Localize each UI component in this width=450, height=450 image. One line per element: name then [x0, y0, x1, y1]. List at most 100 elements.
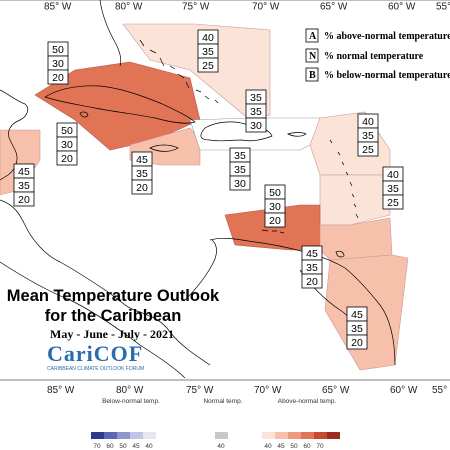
probability-cell — [245, 117, 267, 133]
lon-label-top: 70° W — [252, 1, 280, 12]
probability-box-guianas: 45 35 20 — [346, 306, 368, 350]
probability-value-b: 25 — [387, 197, 399, 209]
colorbar: Below-normal temp. Normal temp. Above-no… — [91, 398, 340, 450]
probability-value-n: 35 — [234, 164, 246, 176]
probability-value-a: 35 — [250, 92, 262, 104]
probability-box-bahamas: 40 35 25 — [197, 29, 219, 73]
probability-box-abc-islands: 50 30 20 — [264, 184, 286, 228]
coast-colombia — [184, 239, 217, 301]
coast-jamaica — [149, 144, 179, 152]
lon-label-top: 85° W — [44, 1, 72, 12]
probability-cell — [13, 191, 35, 207]
key-letter: B — [309, 70, 316, 81]
probability-cell — [301, 273, 323, 289]
probability-value-a: 50 — [269, 187, 281, 199]
title-period: May - June - July - 2021 — [50, 327, 174, 341]
key-letter: N — [309, 51, 317, 62]
probability-value-b: 30 — [234, 178, 246, 190]
probability-value-n: 35 — [136, 168, 148, 180]
probability-value-b: 20 — [306, 276, 318, 288]
lon-label-top: 60° W — [388, 1, 416, 12]
probability-cell — [357, 141, 379, 157]
lon-label-bottom: 60° W — [390, 385, 418, 396]
probability-value-n: 35 — [250, 106, 262, 118]
coast-central-america-2 — [0, 261, 186, 379]
colorbar-below-swatch — [104, 432, 117, 439]
key-letter: A — [309, 31, 317, 42]
probability-value-a: 45 — [18, 166, 30, 178]
probability-value-a: 45 — [351, 309, 363, 321]
colorbar-below-swatch — [91, 432, 104, 439]
probability-value-a: 40 — [387, 169, 399, 181]
probability-value-b: 25 — [362, 144, 374, 156]
probability-cell — [346, 334, 368, 350]
colorbar-above-tick: 50 — [290, 443, 298, 450]
probability-box-belize: 45 35 20 — [13, 163, 35, 207]
probability-value-n: 30 — [61, 139, 73, 151]
lon-label-top: 65° W — [320, 1, 348, 12]
colorbar-below-swatch — [143, 432, 156, 439]
probability-cell — [197, 57, 219, 73]
probability-box-cuba: 50 30 20 — [47, 41, 69, 85]
colorbar-below-tick: 70 — [93, 443, 101, 450]
lon-label-bottom: 70° W — [254, 385, 282, 396]
colorbar-normal-label: Normal temp. — [203, 398, 242, 405]
colorbar-below-swatch — [130, 432, 143, 439]
colorbar-below-label: Below-normal temp. — [102, 398, 160, 405]
probability-value-n: 35 — [202, 46, 214, 58]
coast-bahamas — [139, 39, 219, 104]
colorbar-below-swatch — [117, 432, 130, 439]
colorbar-above-tick: 60 — [303, 443, 311, 450]
probability-cell — [382, 194, 404, 210]
key-text: % above-normal temperature — [324, 31, 450, 42]
colorbar-below-tick: 60 — [106, 443, 114, 450]
coast-central-america — [0, 199, 211, 366]
colorbar-ticks: 70 60 50 45 40 40 40 45 50 60 70 — [93, 443, 324, 450]
coast-isle-of-youth — [79, 111, 89, 118]
probability-value-b: 20 — [18, 194, 30, 206]
key-text: % normal temperature — [324, 51, 424, 62]
probability-value-a: 45 — [136, 154, 148, 166]
probability-value-b: 25 — [202, 60, 214, 72]
colorbar-above-swatch — [327, 432, 340, 439]
lon-label-bottom: 80° W — [116, 385, 144, 396]
colorbar-above-swatch — [288, 432, 301, 439]
coast-cuba — [44, 85, 196, 124]
probability-box-trinidad: 45 35 20 — [301, 245, 323, 289]
map-area: 85° W 80° W 75° W 70° W 65° W 60° W 55° … — [0, 0, 450, 396]
title-line-2: for the Caribbean — [45, 307, 182, 325]
top-longitude-labels: 85° W 80° W 75° W 70° W 65° W 60° W 55° … — [44, 1, 450, 12]
probability-value-a: 40 — [362, 116, 374, 128]
probability-cell — [264, 212, 286, 228]
probability-value-n: 35 — [306, 262, 318, 274]
colorbar-normal-tick: 40 — [217, 443, 225, 450]
probability-value-b: 20 — [61, 153, 73, 165]
lon-label-bottom: 85° W — [47, 385, 75, 396]
key-text: % below-normal temperature — [324, 70, 450, 81]
colorbar-above-swatch — [275, 432, 288, 439]
probability-box-windwards: 40 35 25 — [382, 166, 404, 210]
probability-value-n: 35 — [387, 183, 399, 195]
logo-subtitle: CARIBBEAN CLIMATE OUTLOOK FORUM — [47, 366, 144, 372]
coastlines — [0, 0, 396, 379]
colorbar-above-swatch — [262, 432, 275, 439]
colorbar-below-tick: 40 — [145, 443, 153, 450]
coast-trinidad — [335, 250, 345, 258]
probability-value-n: 30 — [52, 58, 64, 70]
colorbar-above-tick: 45 — [277, 443, 285, 450]
probability-box-hispaniola-north: 35 35 30 — [245, 89, 267, 133]
coast-florida — [99, 0, 122, 67]
probability-cell — [47, 69, 69, 85]
probability-value-a: 45 — [306, 248, 318, 260]
probability-value-b: 20 — [351, 337, 363, 349]
logo-name: CariCOF — [47, 341, 143, 366]
probability-box-hispaniola-south: 35 35 30 — [229, 147, 251, 191]
key-letter-box — [305, 67, 319, 82]
probability-boxes: 4035255030205030204535204535203535303535… — [13, 29, 404, 350]
probability-cell — [131, 179, 153, 195]
probability-cell — [229, 175, 251, 191]
probability-box-jamaica: 45 35 20 — [131, 151, 153, 195]
frame-ticks — [0, 0, 450, 381]
probability-value-b: 20 — [269, 215, 281, 227]
